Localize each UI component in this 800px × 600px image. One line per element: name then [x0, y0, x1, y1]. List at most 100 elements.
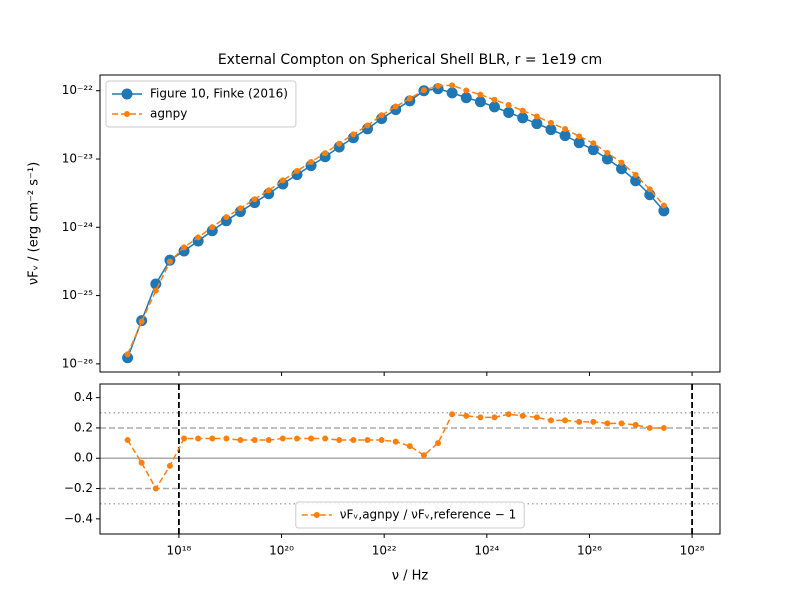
- data-point: [519, 107, 526, 114]
- data-point: [505, 411, 512, 418]
- legend: Figure 10, Finke (2016) agnpy: [105, 80, 297, 128]
- legend-marker: [313, 512, 320, 518]
- data-point: [559, 130, 571, 142]
- y-tick-label: 0.0: [74, 451, 93, 465]
- data-point: [138, 459, 145, 466]
- data-point: [392, 103, 399, 110]
- data-point: [336, 140, 343, 147]
- y-tick-label: 10⁻²³: [62, 152, 93, 166]
- data-point: [660, 424, 667, 431]
- data-point: [406, 95, 413, 102]
- data-point: [632, 421, 639, 428]
- data-point: [152, 287, 159, 294]
- data-point: [519, 412, 526, 419]
- data-point: [630, 175, 642, 187]
- data-point: [293, 435, 300, 442]
- data-point: [618, 159, 625, 166]
- data-point: [660, 202, 667, 209]
- data-point: [195, 435, 202, 442]
- x-tick-label: 10²²: [372, 544, 397, 558]
- data-point: [576, 133, 583, 140]
- legend-marker: [121, 88, 133, 100]
- data-point: [491, 96, 498, 103]
- x-tick-label: 10²⁴: [474, 544, 499, 558]
- legend-box: [295, 501, 525, 529]
- data-point: [435, 82, 442, 89]
- data-point: [279, 435, 286, 442]
- data-point: [491, 414, 498, 421]
- y-tick-label: 10⁻²⁶: [62, 356, 93, 370]
- data-point: [364, 437, 371, 444]
- data-point: [279, 177, 286, 184]
- data-point: [576, 418, 583, 425]
- data-point: [336, 437, 343, 444]
- x-axis-label: ν / Hz: [392, 569, 429, 584]
- data-point: [449, 411, 456, 418]
- y-tick-label: −0.4: [64, 511, 93, 525]
- data-point: [308, 159, 315, 166]
- data-point: [251, 437, 258, 444]
- data-point: [531, 118, 543, 130]
- data-point: [477, 414, 484, 421]
- data-point: [632, 171, 639, 178]
- legend-label: agnpy: [150, 107, 187, 121]
- data-point: [449, 82, 456, 89]
- data-point: [474, 96, 486, 108]
- data-point: [562, 126, 569, 133]
- data-point: [488, 101, 500, 113]
- data-point: [573, 137, 585, 149]
- data-point: [646, 424, 653, 431]
- series-line: [126, 84, 665, 355]
- data-point: [601, 153, 613, 165]
- axes-frame: [99, 74, 721, 373]
- data-point: [562, 417, 569, 424]
- data-point: [308, 435, 315, 442]
- data-point: [587, 144, 599, 156]
- data-point: [420, 87, 427, 94]
- data-point: [463, 87, 470, 94]
- y-tick-label: 0.2: [74, 420, 93, 434]
- x-tick-label: 10²⁰: [269, 544, 294, 558]
- data-point: [545, 124, 557, 136]
- data-point: [435, 440, 442, 447]
- data-point: [223, 214, 230, 221]
- data-point: [547, 119, 554, 126]
- data-point: [420, 452, 427, 459]
- data-point: [547, 417, 554, 424]
- data-point: [124, 437, 131, 444]
- data-point: [616, 163, 628, 175]
- data-point: [138, 318, 145, 325]
- data-point: [195, 234, 202, 241]
- legend: νFᵥ,agnpy / νFᵥ,reference − 1: [295, 501, 525, 529]
- data-point: [237, 437, 244, 444]
- legend-box: [105, 80, 297, 128]
- y-tick-label: 10⁻²²: [62, 83, 93, 97]
- data-point: [293, 168, 300, 175]
- data-point: [618, 420, 625, 427]
- data-point: [251, 196, 258, 203]
- data-point: [152, 485, 159, 492]
- data-point: [406, 443, 413, 450]
- data-point: [477, 91, 484, 98]
- data-point: [658, 205, 670, 217]
- x-tick-label: 10²⁶: [577, 544, 602, 558]
- data-point: [505, 101, 512, 108]
- x-tick-label: 10²⁸: [680, 544, 705, 558]
- data-point: [322, 435, 329, 442]
- data-point: [378, 437, 385, 444]
- y-tick-label: 10⁻²⁴: [62, 220, 93, 234]
- y-tick-label: 10⁻²⁵: [62, 288, 93, 302]
- y-tick-label: 0.4: [74, 390, 93, 404]
- data-point: [392, 438, 399, 445]
- data-point: [350, 437, 357, 444]
- data-point: [265, 437, 272, 444]
- data-point: [590, 140, 597, 147]
- data-point: [223, 435, 230, 442]
- data-point: [378, 112, 385, 119]
- legend-label: νFᵥ,agnpy / νFᵥ,reference − 1: [340, 508, 516, 522]
- data-point: [181, 244, 188, 251]
- axes-frame: [99, 383, 721, 535]
- data-point: [646, 186, 653, 193]
- data-point: [124, 351, 131, 358]
- data-point: [463, 412, 470, 419]
